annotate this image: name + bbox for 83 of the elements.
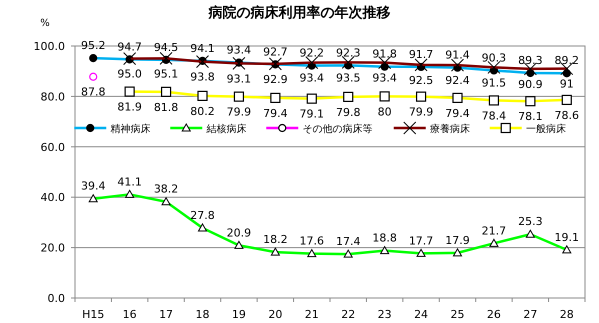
- legend-label: 結核病床: [205, 123, 246, 135]
- data-label: 93.5: [336, 71, 360, 84]
- data-label: 80: [378, 105, 392, 118]
- x-tick-label: 23: [378, 308, 392, 321]
- data-label: 80.2: [190, 104, 215, 118]
- x-tick-label: 24: [414, 308, 428, 321]
- data-label: 94.7: [117, 40, 142, 54]
- data-label: 95.1: [154, 67, 178, 80]
- data-label: 90.3: [482, 51, 506, 64]
- data-label: 91.8: [372, 48, 397, 61]
- chart-title: 病院の病床利用率の年次推移: [208, 4, 390, 21]
- data-label: 93.8: [190, 70, 215, 84]
- data-label: 18.8: [372, 232, 397, 245]
- x-tick-label: 27: [523, 308, 538, 321]
- y-tick-label: 100.0: [34, 40, 65, 53]
- data-label: 17.7: [408, 234, 434, 248]
- data-label: 91.5: [482, 76, 506, 90]
- x-tick-label: 21: [304, 308, 319, 321]
- data-label: 95.0: [117, 68, 142, 81]
- data-label: 21.7: [482, 224, 506, 238]
- data-label: 79.4: [263, 106, 288, 120]
- x-tick-label: 26: [486, 308, 501, 321]
- data-label: 92.4: [445, 74, 470, 88]
- data-label: 79.9: [408, 106, 434, 119]
- x-tick-label: 19: [232, 308, 246, 321]
- data-label: 27.8: [190, 208, 215, 222]
- data-label: 17.9: [445, 234, 470, 247]
- data-label: 92.3: [336, 46, 360, 60]
- data-label: 78.4: [482, 109, 506, 122]
- y-axis-title: %: [40, 18, 50, 29]
- data-label: 78.1: [518, 110, 543, 124]
- data-label: 78.6: [554, 108, 580, 122]
- data-label: 89.3: [518, 54, 543, 67]
- data-label: 90.9: [518, 78, 543, 91]
- data-label: 20.9: [226, 226, 252, 240]
- x-tick-label: 18: [196, 308, 210, 321]
- data-label: 87.8: [80, 86, 106, 99]
- data-label: 94.1: [190, 42, 215, 55]
- data-label: 79.4: [445, 106, 470, 120]
- data-label: 18.2: [263, 233, 288, 246]
- x-tick-label: 25: [450, 308, 464, 321]
- data-label: 94.5: [154, 40, 178, 54]
- y-tick-label: 80.0: [40, 90, 65, 104]
- data-label: 17.6: [300, 234, 324, 248]
- data-label: 25.3: [518, 215, 543, 228]
- data-label: 92.5: [408, 74, 434, 87]
- data-label: 92.2: [300, 46, 324, 60]
- y-tick-label: 40.0: [40, 191, 65, 204]
- data-label: 17.4: [336, 235, 360, 248]
- data-label: 81.9: [117, 100, 142, 114]
- data-label: 39.4: [80, 180, 106, 193]
- data-label: 38.2: [154, 182, 178, 196]
- x-tick-label: 17: [159, 308, 174, 321]
- x-tick-label: 28: [560, 308, 574, 321]
- x-tick-label: 16: [122, 308, 137, 321]
- data-label: 93.1: [226, 72, 252, 86]
- data-label: 91: [560, 78, 574, 91]
- data-label: 89.2: [554, 54, 580, 68]
- data-label: 91.4: [445, 48, 470, 62]
- data-label: 81.8: [154, 100, 178, 114]
- data-label: 79.9: [226, 106, 252, 119]
- data-label: 93.4: [226, 44, 252, 57]
- data-label: 79.8: [336, 106, 360, 119]
- x-tick-label: 22: [341, 308, 356, 321]
- legend-label: 精神病床: [110, 123, 150, 135]
- legend-label: その他の病床等: [302, 123, 372, 135]
- data-label: 93.4: [372, 72, 397, 85]
- legend-label: 一般病床: [526, 123, 566, 135]
- data-label: 41.1: [117, 175, 142, 188]
- y-tick-label: 60.0: [40, 140, 65, 154]
- data-label: 95.2: [80, 39, 106, 52]
- その他の病床等: 87.8: [80, 72, 106, 99]
- y-tick-label: 0.0: [48, 292, 65, 305]
- x-tick-label: 20: [268, 308, 282, 321]
- legend-label: 療養病床: [430, 123, 470, 135]
- data-label: 79.1: [300, 108, 324, 121]
- x-tick-label: H15: [82, 308, 104, 321]
- data-label: 93.4: [300, 72, 324, 85]
- y-tick-label: 20.0: [40, 242, 65, 255]
- data-label: 91.7: [408, 48, 434, 61]
- data-label: 92.9: [263, 72, 288, 86]
- data-label: 19.1: [554, 230, 580, 244]
- data-label: 92.7: [263, 45, 288, 58]
